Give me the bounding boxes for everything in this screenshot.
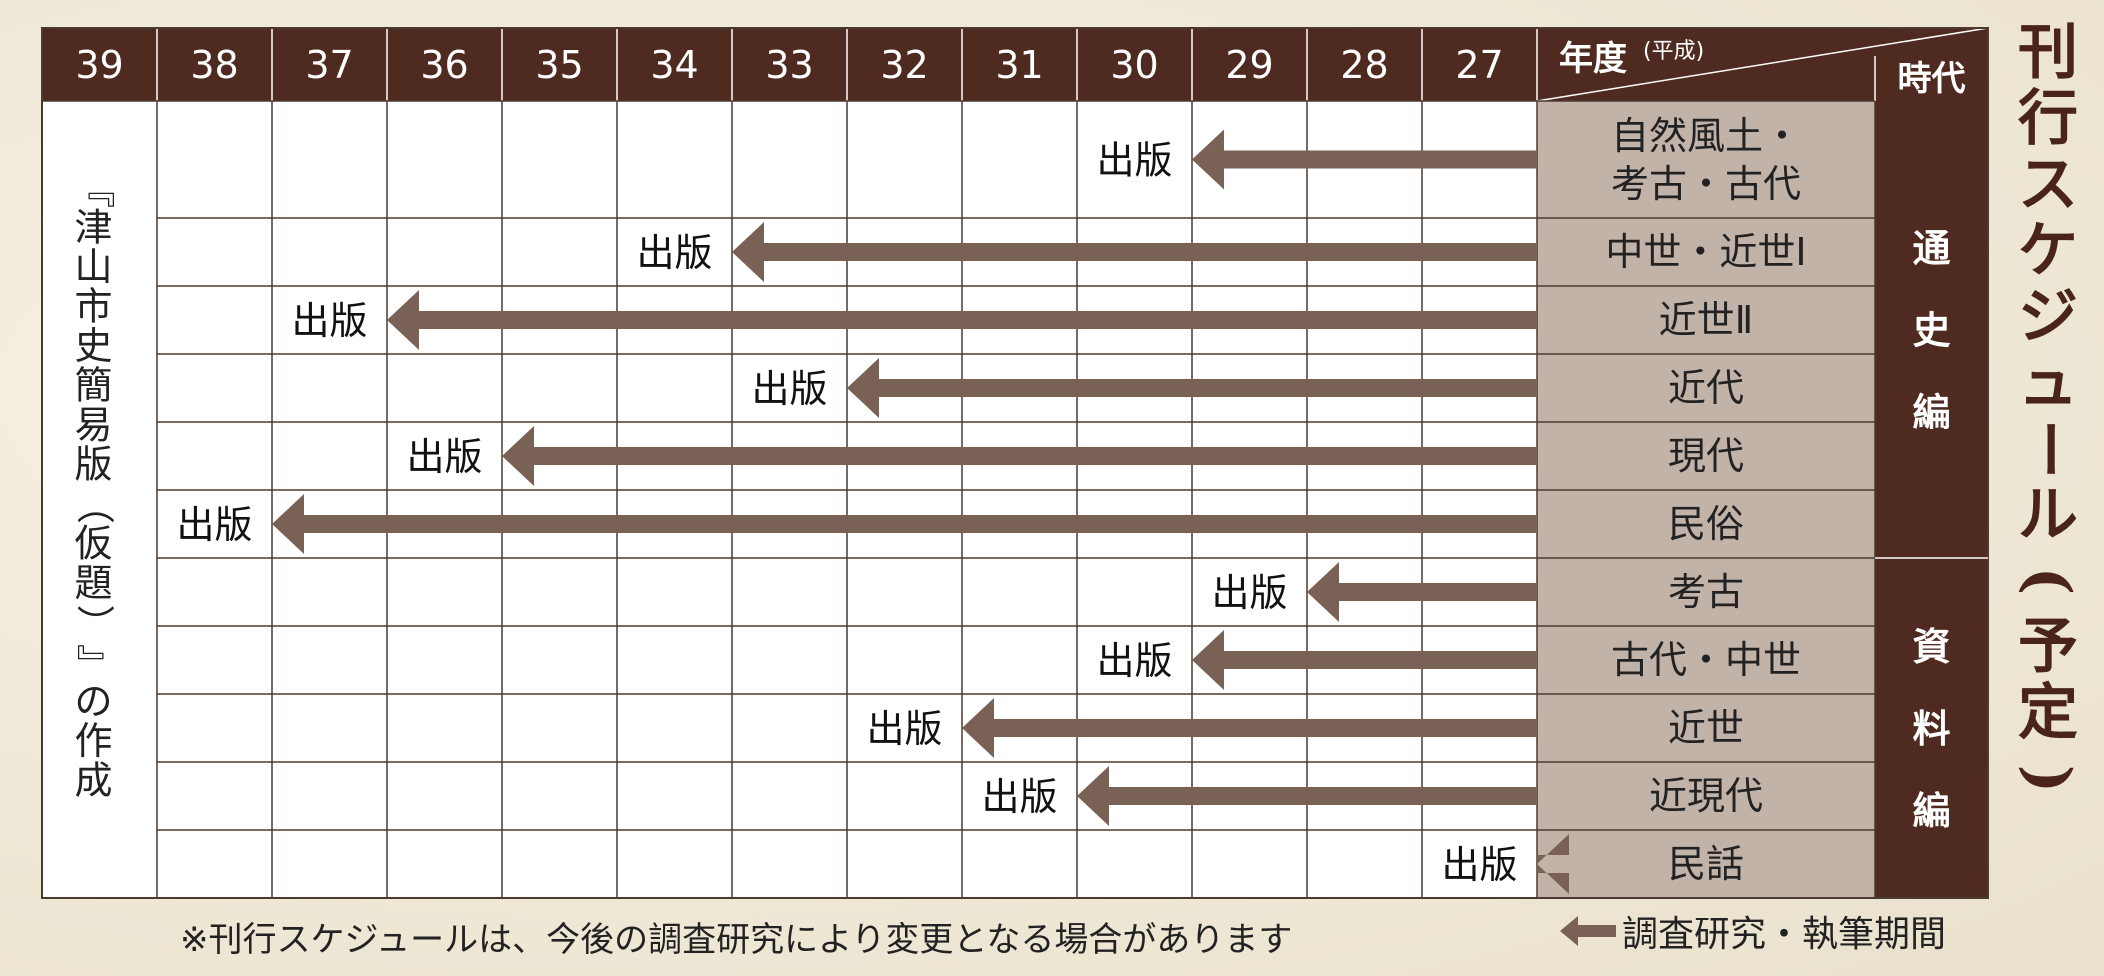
group-label-char: 通 <box>1912 227 1950 271</box>
year-header-34: 34 <box>650 43 698 87</box>
schedule-arrow-1 <box>1192 129 1537 190</box>
group-label-char: 資 <box>1912 625 1950 669</box>
topic-label: 考古 <box>1668 570 1744 614</box>
side-text-char: 仮 <box>74 522 112 566</box>
year-header-38: 38 <box>190 43 238 87</box>
schedule-grid: 39 38 37 36 35 34 33 32 31 30 29 28 27 年度 (平成)時代『津山市史簡… <box>41 27 1989 899</box>
year-header-37: 37 <box>305 43 353 87</box>
schedule-arrow-3 <box>387 290 1537 350</box>
year-header-33: 33 <box>765 43 813 87</box>
schedule-arrow-8 <box>1192 630 1537 690</box>
publication-label: 出版 <box>291 299 367 343</box>
side-title-char: 行 <box>2018 84 2078 154</box>
group-label-char: 料 <box>1912 707 1950 751</box>
period-label: 時代 <box>1898 59 1966 99</box>
side-text-char: 市 <box>74 285 112 329</box>
side-text-char: 版 <box>74 443 112 487</box>
side-title-char: 刊 <box>2018 18 2078 88</box>
header-diagonal <box>1536 27 1989 102</box>
publication-label: 出版 <box>751 367 827 411</box>
year-header-27: 27 <box>1455 43 1503 87</box>
side-text-char: 津 <box>74 206 112 250</box>
schedule-arrow-6 <box>272 494 1537 554</box>
group-label-char: 編 <box>1912 391 1950 435</box>
publication-label: 出版 <box>1441 843 1517 887</box>
side-text-char: 作 <box>74 719 112 763</box>
year-header-39: 39 <box>75 43 123 87</box>
publication-label: 出版 <box>406 435 482 479</box>
legend-label: 調査研究・執筆期間 <box>1622 914 1947 955</box>
side-text-char: 『 <box>73 170 117 208</box>
footnote: ※刊行スケジュールは、今後の調査研究により変更となる場合があります <box>180 920 1293 960</box>
side-title-char: ) <box>2012 764 2083 794</box>
side-text-char: 題 <box>74 561 112 605</box>
year-header-35: 35 <box>535 43 583 87</box>
header-bar <box>42 28 1988 101</box>
table-border <box>41 27 1989 899</box>
side-title-char: ( <box>2012 566 2083 596</box>
year-header-32: 32 <box>880 43 928 87</box>
topic-label: 考古・古代 <box>1611 162 1801 206</box>
side-title-char: 定 <box>2018 678 2078 748</box>
year-header-30: 30 <box>1110 43 1158 87</box>
schedule-arrow-9 <box>962 698 1537 758</box>
side-title: 刊行スケジュール ( 予定) <box>1998 20 2098 820</box>
publication-label: 出版 <box>981 775 1057 819</box>
year-header-28: 28 <box>1340 43 1388 87</box>
topic-label: 自然風土・ <box>1611 114 1801 158</box>
topic-label: 現代 <box>1668 434 1744 478</box>
schedule-arrow-11 <box>1537 834 1569 894</box>
publication-label: 出版 <box>866 707 942 751</box>
schedule-arrow-10 <box>1077 766 1537 826</box>
topic-label: 古代・中世 <box>1611 638 1801 682</box>
schedule-arrow-4 <box>847 358 1537 418</box>
topic-label: 民俗 <box>1668 502 1744 546</box>
year-header-36: 36 <box>420 43 468 87</box>
publication-label: 出版 <box>636 231 712 275</box>
side-title-char: ー <box>2013 419 2083 479</box>
group-label-char: 史 <box>1912 309 1950 353</box>
topic-column <box>1537 101 1875 898</box>
topic-label: 近世Ⅱ <box>1659 298 1754 342</box>
schedule-arrow-5 <box>502 426 1537 486</box>
side-text-char: 史 <box>74 324 112 368</box>
side-title-char: 予 <box>2018 612 2078 682</box>
side-text-char: ） <box>73 604 117 642</box>
side-title-char: ュ <box>2018 348 2078 418</box>
side-title-char: ス <box>2018 150 2078 220</box>
era-label: (平成) <box>1643 39 1704 64</box>
publication-label: 出版 <box>1211 571 1287 615</box>
topic-label: 中世・近世Ⅰ <box>1605 230 1806 274</box>
side-text-char: 易 <box>74 403 112 447</box>
topic-label: 近現代 <box>1649 774 1763 818</box>
publication-label: 出版 <box>176 503 252 547</box>
side-text-char: （ <box>73 486 117 524</box>
side-text-char: 』 <box>73 644 117 682</box>
period-column <box>1875 101 1988 898</box>
side-text-char: 成 <box>74 759 112 803</box>
year-header-31: 31 <box>995 43 1043 87</box>
topic-label: 近世 <box>1668 706 1744 750</box>
legend-arrow-icon <box>1560 916 1616 946</box>
side-text-char: の <box>74 680 112 724</box>
group-label-char: 編 <box>1912 789 1950 833</box>
side-title-char: ジ <box>2018 282 2078 352</box>
year-header-29: 29 <box>1225 43 1273 87</box>
topic-label: 民話 <box>1668 842 1744 886</box>
side-title-char: ル <box>2018 480 2078 550</box>
year-label: 年度 <box>1559 39 1627 79</box>
side-text-char: 簡 <box>74 364 112 408</box>
schedule-arrow-2 <box>732 222 1537 282</box>
side-title-char: ケ <box>2018 216 2078 286</box>
publication-label: 出版 <box>1096 639 1172 683</box>
topic-label: 近代 <box>1668 366 1744 410</box>
legend: 調査研究・執筆期間 <box>1560 906 1946 956</box>
publication-label: 出版 <box>1096 139 1172 183</box>
side-text-char: 山 <box>74 245 112 289</box>
schedule-arrow-7 <box>1307 562 1537 622</box>
